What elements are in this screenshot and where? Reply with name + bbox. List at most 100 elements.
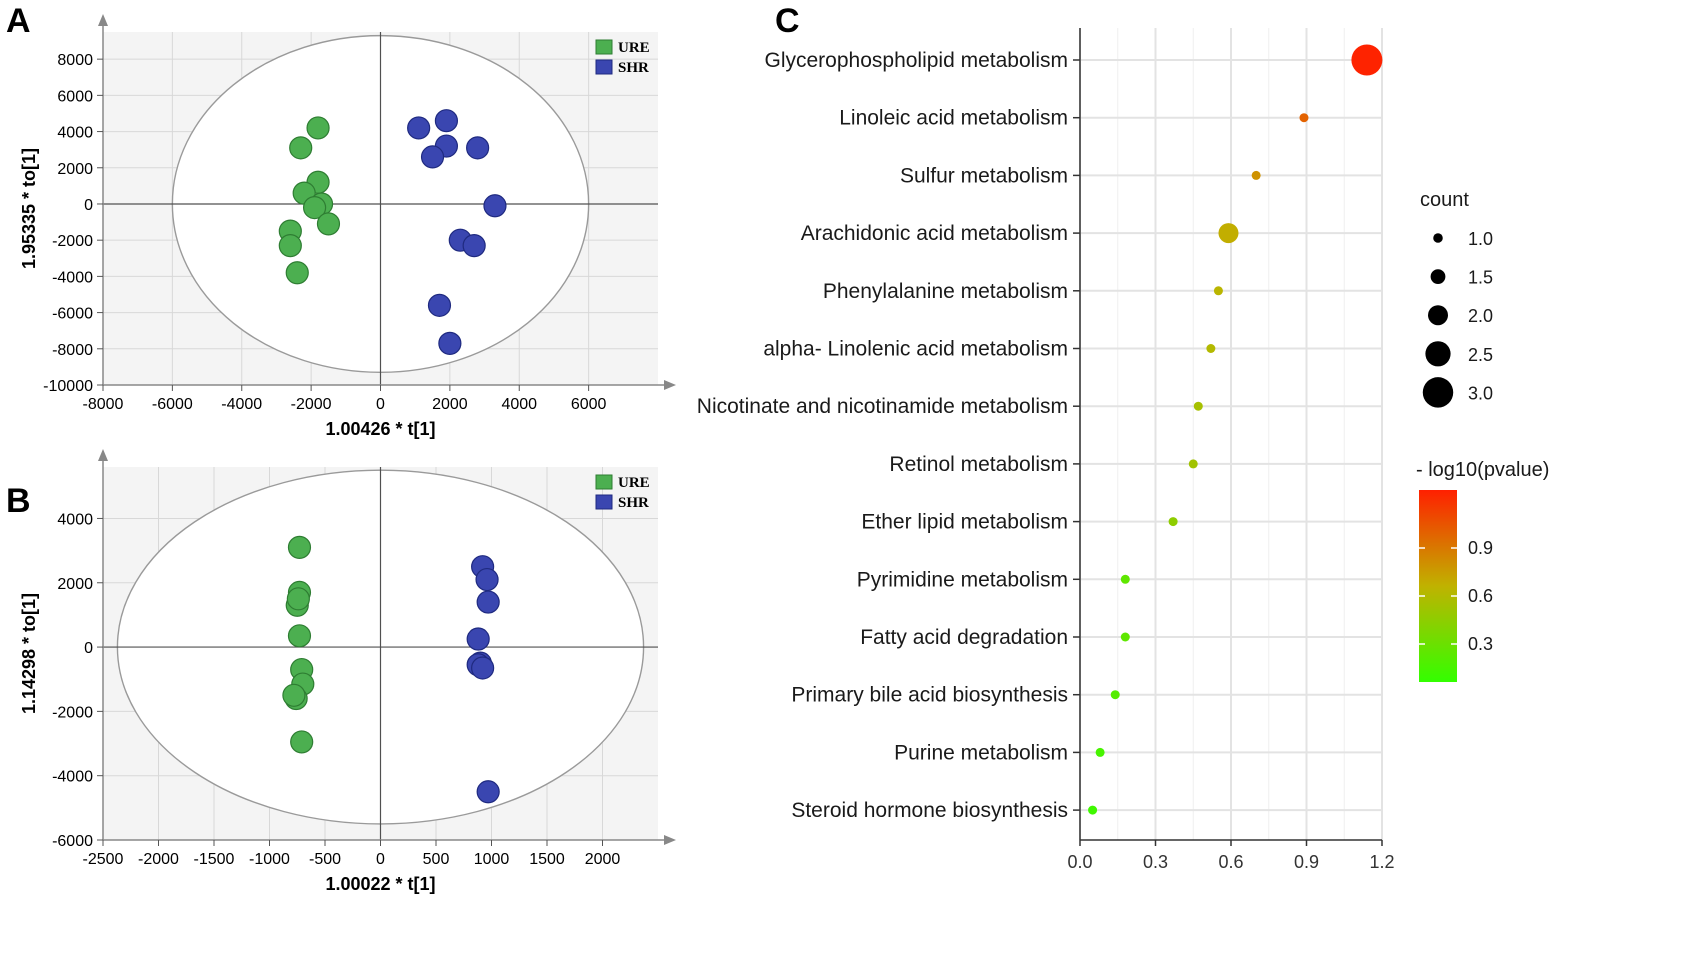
data-point-ure [285, 261, 309, 285]
data-point-shr [475, 567, 499, 592]
y-tick-label: 2000 [57, 161, 93, 178]
x-tick-label: 2000 [585, 851, 621, 868]
count-legend-label: 3.0 [1468, 383, 1493, 403]
panel-b-scatter: -2500 -2000 -1500 -1000 -500 0 500 1000 1500 2000… [19, 449, 676, 894]
x-tick-label: -500 [309, 851, 341, 868]
data-point-ure [316, 212, 341, 236]
x-axis-title: 1.00426 * t[1] [325, 419, 435, 439]
category-label: Arachidonic acid metabolism [801, 222, 1068, 245]
colorbar-tick-label: 0.6 [1468, 586, 1493, 606]
panel-a-letter: A [6, 2, 31, 40]
data-point-shr [434, 109, 459, 133]
x-tick-label: 0 [376, 396, 385, 413]
legend-swatch-shr [595, 59, 613, 75]
legend-label-ure: URE [618, 475, 650, 491]
x-tick-label: -1500 [194, 851, 235, 868]
y-axis-title: 1.14298 * to[1] [19, 593, 39, 714]
count-legend-dot [1425, 341, 1451, 367]
data-point-ure [282, 683, 306, 707]
count-legend-label: 1.0 [1468, 229, 1493, 249]
count-legend-label: 2.5 [1468, 345, 1493, 365]
bubble-point [1110, 690, 1120, 700]
pvalue-legend-title: - log10(pvalue) [1416, 459, 1549, 481]
x-tick-label: 1000 [474, 851, 510, 868]
y-tick-label: -8000 [52, 342, 93, 359]
data-point-ure [306, 116, 330, 140]
category-label: Retinol metabolism [889, 453, 1068, 476]
count-legend-dot [1430, 269, 1446, 284]
x-tick-label: 500 [423, 851, 450, 868]
panel-c-bubble: Glycerophospholipid metabolism Linoleic a… [697, 28, 1549, 872]
bubble-point [1213, 286, 1223, 296]
x-tick-label: -1000 [249, 851, 290, 868]
x-tick-label: -8000 [83, 396, 124, 413]
data-point-ure [286, 587, 310, 611]
category-label: Steroid hormone biosynthesis [791, 799, 1068, 822]
y-tick-label: 6000 [57, 88, 93, 105]
y-tick-label: 0 [84, 197, 93, 214]
x-tick-label: 1.2 [1369, 852, 1394, 872]
category-label: Nicotinate and nicotinamide metabolism [697, 395, 1068, 418]
category-label: Glycerophospholipid metabolism [765, 49, 1069, 72]
bubble-point [1095, 747, 1105, 757]
x-tick-label: 0.6 [1218, 852, 1243, 872]
y-tick-label: -2000 [52, 704, 93, 721]
y-tick-label: -4000 [52, 269, 93, 286]
legend-swatch-shr [595, 494, 613, 510]
x-axis-title: 1.00022 * t[1] [325, 874, 435, 894]
data-point-shr [476, 590, 500, 614]
category-label: alpha- Linolenic acid metabolism [763, 338, 1068, 361]
data-point-shr [407, 116, 431, 140]
data-point-ure [287, 535, 312, 559]
data-point-shr [466, 136, 490, 160]
y-tick-label: 4000 [57, 125, 93, 142]
count-legend-title: count [1420, 189, 1469, 211]
data-point-shr [438, 331, 462, 355]
y-tick-label: -4000 [52, 769, 93, 786]
category-label: Phenylalanine metabolism [823, 280, 1068, 303]
y-tick-label: -10000 [43, 378, 93, 395]
legend-label-shr: SHR [618, 60, 649, 76]
bubble-point [1351, 44, 1383, 76]
panel-b-letter: B [6, 482, 31, 520]
pvalue-colorbar [1419, 490, 1457, 682]
category-label: Pyrimidine metabolism [857, 568, 1068, 591]
x-tick-label: 0.0 [1067, 852, 1092, 872]
category-label: Primary bile acid biosynthesis [791, 684, 1068, 707]
bubble-point [1251, 170, 1261, 180]
x-tick-label: -2000 [138, 851, 179, 868]
bubble-point [1218, 223, 1239, 244]
y-axis-arrow [98, 14, 108, 26]
x-tick-label: 4000 [501, 396, 537, 413]
x-tick-label: 0.3 [1143, 852, 1168, 872]
data-point-ure [290, 730, 314, 754]
y-tick-label: 2000 [57, 576, 93, 593]
bubble-point [1168, 517, 1178, 527]
count-legend-dot [1433, 233, 1443, 243]
x-tick-label: -2500 [83, 851, 124, 868]
count-legend-dot [1428, 305, 1448, 326]
data-point-shr [427, 293, 452, 317]
data-point-shr [462, 234, 486, 258]
legend-swatch-ure [595, 474, 613, 490]
data-point-ure [302, 195, 327, 220]
data-point-ure [289, 136, 313, 160]
bubble-point [1299, 113, 1309, 123]
x-tick-label: 6000 [571, 396, 607, 413]
colorbar-tick-label: 0.3 [1468, 634, 1493, 654]
x-tick-label: 0 [376, 851, 385, 868]
y-axis-title: 1.95335 * to[1] [19, 148, 39, 269]
bubble-point [1188, 459, 1198, 469]
x-axis-arrow [664, 835, 676, 845]
legend-swatch-ure [595, 39, 613, 55]
count-legend-label: 1.5 [1468, 268, 1493, 288]
category-label: Ether lipid metabolism [861, 511, 1068, 534]
y-tick-label: -2000 [52, 233, 93, 250]
data-point-shr [466, 627, 490, 651]
bubble-point [1120, 632, 1130, 642]
category-label: Linoleic acid metabolism [839, 107, 1068, 130]
data-point-ure [287, 624, 312, 648]
bubble-point [1206, 344, 1216, 353]
category-label: Sulfur metabolism [900, 164, 1068, 187]
y-tick-label: -6000 [52, 833, 93, 850]
